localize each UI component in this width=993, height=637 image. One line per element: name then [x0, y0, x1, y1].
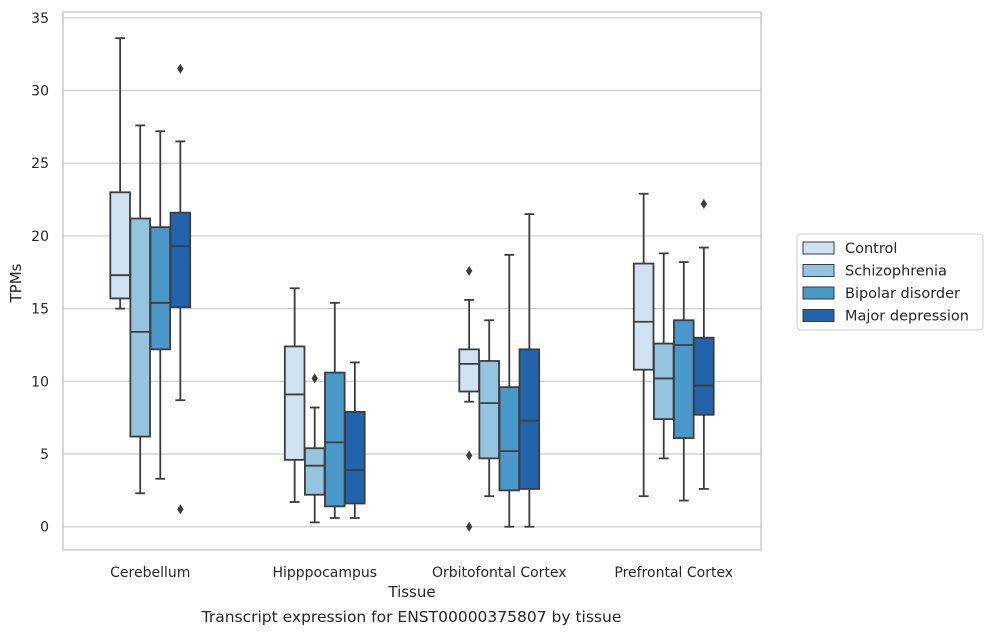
y-tick-label-20: 20	[31, 229, 49, 245]
outlier-1	[465, 450, 473, 461]
legend-label-2: Bipolar disorder	[845, 286, 960, 302]
box-2-0	[149, 130, 172, 480]
box-0-3	[632, 192, 655, 498]
y-tick-label-0: 0	[40, 520, 49, 536]
plot-frame	[62, 11, 762, 551]
x-tick-label-3: Prefrontal Cortex	[614, 565, 733, 581]
box-1-1	[303, 373, 326, 524]
box-iqr	[109, 191, 131, 300]
box-iqr	[324, 371, 346, 508]
x-tick-labels: Cerebellum Hipppocampus Orbitofontal Corte…	[110, 565, 733, 581]
legend-swatch-3	[802, 309, 835, 322]
y-axis-label: TPMs	[7, 263, 25, 303]
box-0-1	[283, 287, 306, 503]
box-3-3	[693, 198, 715, 490]
box-0-2	[458, 265, 480, 532]
box-iqr	[498, 386, 521, 492]
box-iqr	[478, 360, 500, 460]
box-3-1	[344, 361, 366, 519]
legend-label-3: Major depression	[845, 309, 969, 325]
legend-swatch-0	[802, 241, 835, 255]
y-tick-labels: 0 5 10 15 20 25 30 35	[31, 11, 49, 536]
y-tick-label-30: 30	[31, 84, 49, 100]
legend-swatch-1	[802, 264, 835, 277]
legend-frame	[796, 233, 984, 331]
box-0-0	[109, 37, 131, 310]
x-tick-label-1: Hipppocampus	[272, 565, 377, 581]
outlier-2	[465, 521, 473, 532]
box-iqr	[344, 410, 366, 505]
boxes-layer	[109, 37, 715, 532]
box-2-2	[498, 253, 521, 528]
box-iqr	[518, 348, 541, 490]
box-iqr	[458, 348, 480, 393]
box-iqr	[693, 336, 715, 416]
legend-label-0: Control	[845, 241, 897, 257]
legend-label-1: Schizophrenia	[845, 264, 947, 280]
chart-caption: Transcript expression for ENST0000037580…	[201, 608, 622, 626]
x-tick-label-0: Cerebellum	[110, 565, 190, 581]
y-tick-label-25: 25	[31, 156, 49, 172]
box-iqr	[303, 447, 326, 496]
outlier-0	[177, 63, 184, 74]
y-tick-label-15: 15	[31, 302, 49, 318]
x-tick-label-2: Orbitofontal Cortex	[432, 565, 567, 581]
box-iqr	[652, 342, 675, 421]
box-3-0	[169, 63, 192, 515]
box-iqr	[632, 262, 655, 371]
x-axis-label: Tissue	[387, 583, 435, 601]
box-3-2	[518, 213, 541, 528]
box-2-1	[324, 301, 346, 519]
box-iqr	[149, 226, 172, 351]
y-tick-label-10: 10	[31, 374, 49, 390]
legend-swatch-2	[802, 286, 835, 300]
box-iqr	[283, 345, 306, 461]
y-tick-label-5: 5	[40, 447, 49, 463]
gridlines	[63, 17, 761, 528]
outlier-0	[311, 373, 318, 384]
y-tick-label-35: 35	[31, 11, 49, 27]
box-iqr	[129, 217, 151, 438]
outlier-0	[465, 265, 473, 276]
legend: Control Schizophrenia Bipolar disorder Majo…	[796, 233, 984, 331]
outlier-0	[700, 198, 708, 209]
box-iqr	[673, 319, 695, 439]
box-iqr	[169, 211, 192, 309]
outlier-1	[177, 504, 184, 515]
